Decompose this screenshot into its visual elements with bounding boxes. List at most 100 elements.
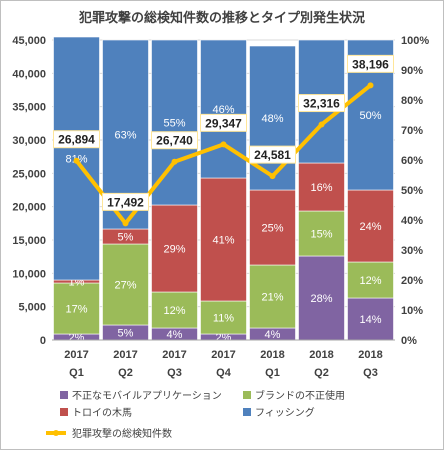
x-tick-label-year: 2017 — [113, 349, 137, 361]
total-label-box — [151, 131, 198, 150]
bar-segment-label: 48% — [261, 113, 283, 125]
x-tick-label-quarter: Q2 — [314, 367, 329, 379]
bar-segment — [347, 297, 394, 341]
bar-segment — [347, 261, 394, 299]
total-label-box — [298, 94, 345, 113]
x-tick-label-year: 2018 — [309, 349, 333, 361]
x-tick-label-quarter: Q1 — [69, 367, 84, 379]
y-right-tick-label: 10% — [401, 305, 423, 317]
total-label-box — [102, 192, 149, 211]
bar-segment-label: 4% — [265, 329, 281, 341]
y-right-tick-label: 60% — [401, 155, 423, 167]
axes: 0 5,000 10,000 15,000 20,000 25,000 30,000 35,0… — [12, 35, 429, 379]
x-tick-label-year: 2018 — [260, 349, 284, 361]
bar-segment-label: 2% — [216, 332, 232, 344]
x-tick-label-year: 2017 — [64, 349, 88, 361]
y-left-tick-label: 10,000 — [12, 268, 46, 280]
y-left-tick-label: 15,000 — [12, 235, 46, 247]
total-line-point — [269, 173, 276, 180]
total-line: 26,894 17,492 26,740 29,347 24,581 32,316 38,1… — [53, 54, 394, 227]
bar-segment-label: 17% — [65, 304, 87, 316]
bar-segment — [53, 282, 100, 335]
bar-segment-label: 27% — [114, 280, 136, 292]
bar-segment-label: 25% — [261, 223, 283, 235]
bar-segment — [298, 210, 345, 257]
bar-segment-label: 29% — [163, 244, 185, 256]
bar-segment-label: 55% — [163, 118, 185, 130]
bar-segment-label: 24% — [359, 221, 381, 233]
total-line-point — [318, 121, 325, 128]
total-label-box — [200, 113, 247, 132]
bar-segment-label: 21% — [261, 292, 283, 304]
chart-title: 犯罪攻撃の総検知件数の推移とタイプ別発生状況 — [78, 10, 365, 25]
bar-segment — [298, 255, 345, 341]
x-tick-label-year: 2017 — [162, 349, 186, 361]
bar-segment-label: 2% — [69, 332, 85, 344]
legend-swatch — [60, 408, 68, 416]
x-tick-label-quarter: Q4 — [216, 367, 232, 379]
legend-label: ブランドの不正使用 — [255, 389, 345, 402]
y-left-tick-label: 25,000 — [12, 168, 46, 180]
legend-swatch — [243, 391, 251, 399]
total-label: 24,581 — [254, 148, 291, 162]
bar-segment — [347, 189, 394, 263]
total-label: 26,894 — [58, 133, 95, 147]
y-left-tick-label: 45,000 — [12, 35, 46, 47]
y-right-tick-label: 70% — [401, 125, 423, 137]
bar-segment-label: 41% — [212, 235, 234, 247]
total-line-point — [73, 157, 80, 164]
legend-label: フィッシング — [255, 406, 315, 419]
x-tick-label-year: 2018 — [358, 349, 382, 361]
bar-segment — [151, 204, 198, 293]
y-right-tick-label: 100% — [401, 35, 429, 47]
y-right-tick-label: 90% — [401, 65, 423, 77]
y-right-tick-label: 30% — [401, 245, 423, 257]
bar-segment — [200, 177, 247, 302]
y-right-tick-label: 20% — [401, 275, 423, 287]
bar-segment-label: 15% — [310, 229, 332, 241]
bar-segment — [249, 264, 296, 329]
bar-segment — [298, 162, 345, 212]
total-label: 29,347 — [205, 116, 242, 130]
x-tick-label-quarter: Q3 — [363, 367, 378, 379]
bar-segment-label: 14% — [359, 314, 381, 326]
bar-segment-label: 50% — [359, 110, 381, 122]
bar-segment — [151, 291, 198, 329]
y-left-tick-label: 20,000 — [12, 202, 46, 214]
legend-label: 不正なモバイルアプリケーション — [72, 390, 222, 402]
bar-segment-label: 46% — [212, 104, 234, 116]
total-label-box — [347, 54, 394, 73]
bar-segment-label: 12% — [359, 275, 381, 287]
legend-label: トロイの木馬 — [72, 407, 132, 419]
legend-swatch — [60, 391, 68, 399]
bar-segment-label: 5% — [118, 232, 134, 244]
x-tick-label-quarter: Q2 — [118, 367, 133, 379]
bar-segment-label: 11% — [213, 313, 234, 325]
y-left-tick-label: 0 — [40, 335, 46, 347]
x-tick-label-quarter: Q1 — [265, 367, 280, 379]
bar-segment-label: 12% — [163, 305, 185, 317]
bar-segment-label: 28% — [310, 293, 332, 305]
total-label: 26,740 — [156, 134, 193, 148]
total-label-box — [249, 145, 296, 164]
bar-segment — [200, 300, 247, 335]
total-line-point — [220, 141, 227, 148]
total-line-point — [122, 220, 129, 227]
bar-segment — [102, 243, 149, 326]
x-tick-label-year: 2017 — [211, 349, 235, 361]
y-left-tick-label: 35,000 — [12, 102, 46, 114]
total-label: 38,196 — [352, 57, 389, 71]
bar-segment-label: 16% — [310, 182, 332, 194]
bars: 2%17%1%81%5%27%5%63%4%12%29%55%2%11%41%4… — [53, 36, 394, 344]
bar-segment-label: 63% — [114, 130, 136, 142]
y-left-tick-label: 40,000 — [12, 68, 46, 80]
y-left-tick-label: 5,000 — [18, 302, 46, 314]
total-label: 32,316 — [303, 97, 340, 111]
y-right-tick-label: 50% — [401, 185, 423, 197]
y-right-tick-label: 80% — [401, 95, 423, 107]
x-tick-label-quarter: Q3 — [167, 367, 182, 379]
y-right-tick-label: 0% — [401, 335, 417, 347]
bar-segment — [249, 189, 296, 266]
